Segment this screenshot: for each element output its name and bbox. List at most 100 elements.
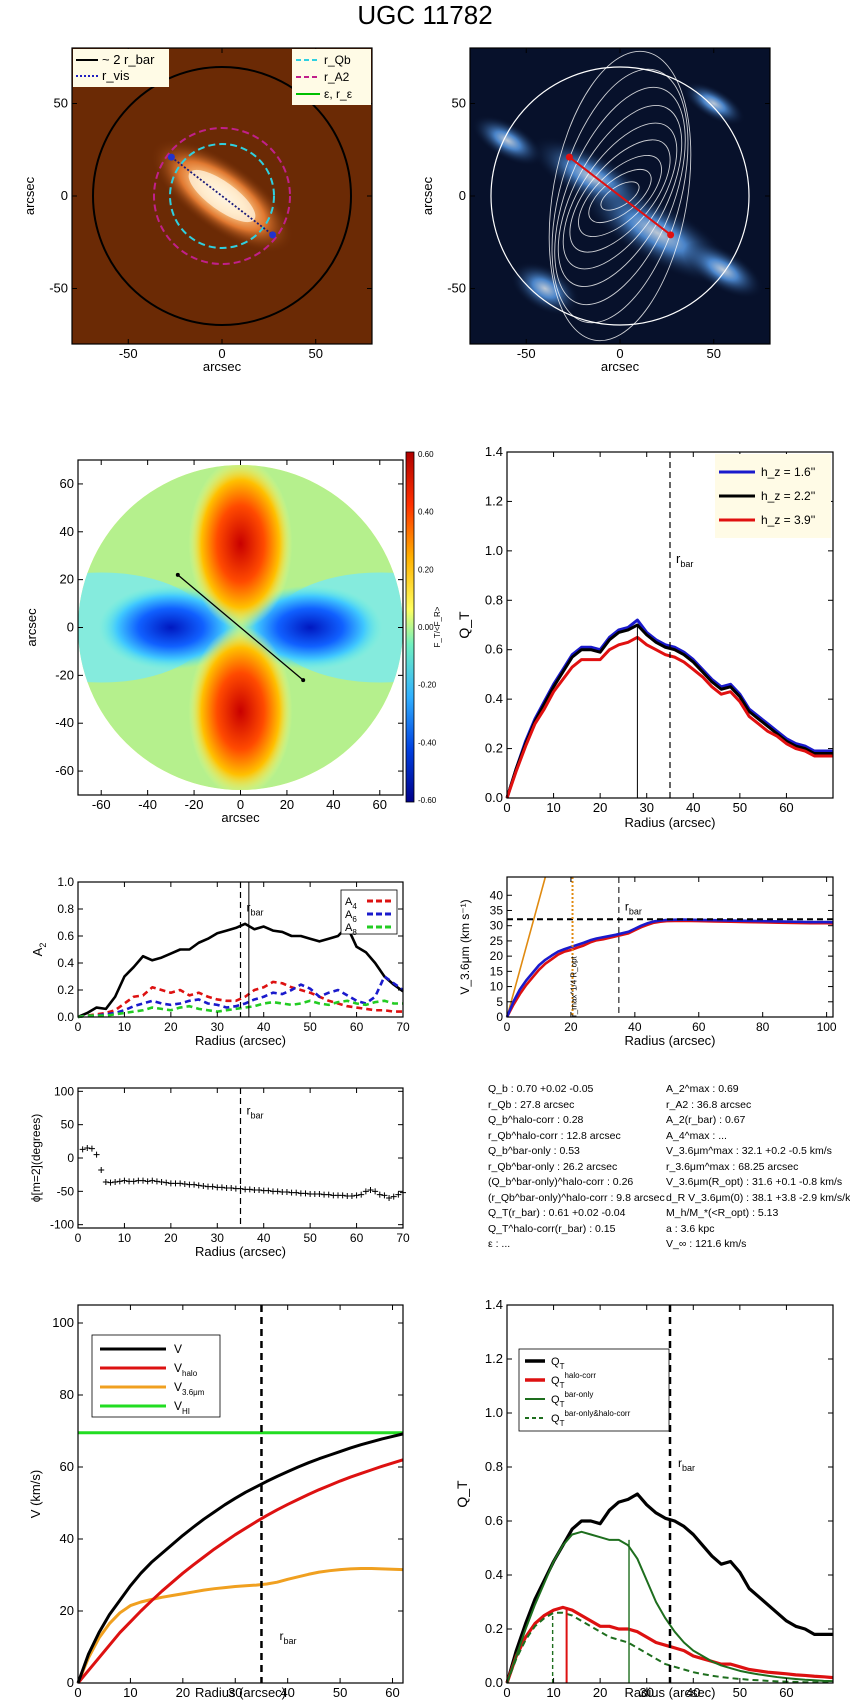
label-main: Q	[551, 1356, 560, 1368]
x-tick-label: 40	[280, 1685, 294, 1700]
y-tick-label: 80	[60, 1387, 74, 1402]
y-tick-label: 1.0	[57, 875, 74, 889]
x-axis-label: arcsec	[203, 359, 242, 374]
contour-line	[554, 86, 686, 306]
legend-label: h_z = 1.6''	[761, 465, 815, 479]
bar-end-dot	[301, 678, 306, 683]
param-row: a : 3.6 kpc	[666, 1222, 715, 1235]
phase-point	[339, 1192, 346, 1199]
phase-point	[302, 1190, 309, 1197]
phase-point	[181, 1181, 188, 1187]
label-sub: 6	[352, 915, 357, 924]
legend-label: r_Qb	[324, 53, 351, 67]
y-tick-label: 60	[60, 1459, 74, 1474]
legend-label: QTbar-only	[551, 1390, 593, 1409]
params-right: A_2^max : 0.69 r_A2 : 36.8 arcsec A_2(r_ba…	[666, 1082, 850, 1253]
phase-point	[265, 1187, 272, 1194]
label-sub: T	[560, 1400, 565, 1409]
y-tick-label: 50	[452, 96, 466, 111]
x-tick-label: 10	[123, 1685, 137, 1700]
label-sub: halo	[182, 1369, 198, 1378]
y-tick-label: 40	[60, 524, 74, 539]
x-tick-label: 40	[257, 1231, 271, 1245]
y-tick-label: -100	[50, 1218, 74, 1232]
param-row: A_2^max : 0.69	[666, 1083, 739, 1095]
y-tick-label: 40	[60, 1531, 74, 1546]
x-tick-label: 50	[309, 346, 323, 361]
label-sub: 3.6μm	[182, 1388, 205, 1397]
y-tick-label: 100	[52, 1315, 74, 1330]
bar-end-dot	[269, 231, 277, 239]
red-lobe	[188, 626, 293, 790]
phase-point	[325, 1191, 332, 1198]
phase-point	[358, 1191, 365, 1198]
bar-end-dot	[167, 153, 175, 161]
x-axis-label: Radius (arcsec)	[624, 1033, 715, 1048]
galaxy-image	[682, 241, 764, 299]
rbar-label: rbar	[678, 1456, 695, 1473]
y-tick-label: 35	[490, 903, 504, 917]
label-sub: 2	[38, 943, 48, 948]
label-sub: 4	[352, 902, 357, 911]
x-tick-label: 0	[75, 1231, 82, 1245]
legend-label: Vhalo	[174, 1361, 198, 1378]
label-main: Q	[551, 1413, 560, 1425]
slope-line	[506, 876, 547, 1018]
legend-label: V	[174, 1342, 182, 1356]
phase-point	[353, 1192, 360, 1199]
y-tick-label: 0	[496, 1010, 503, 1024]
phase-point	[158, 1179, 165, 1185]
qt-series-line	[505, 623, 833, 799]
x-tick-label: 60	[350, 1020, 364, 1034]
y-tick-label: 0	[61, 188, 68, 203]
x-tick-label: -60	[92, 797, 111, 812]
colorbar-tick-label: 0.00	[418, 623, 434, 632]
y-axis-label: V (km/s)	[28, 1470, 43, 1518]
x-axis-label: Radius (arcsec)	[195, 1033, 286, 1048]
phase-point	[348, 1193, 355, 1199]
label-main: r	[279, 1629, 283, 1643]
panel8-frame	[77, 1304, 404, 1684]
y-tick-label: 10	[490, 980, 504, 994]
label-main: A	[345, 909, 353, 921]
y-tick-label: 0.2	[485, 1621, 503, 1636]
x-tick-label: 50	[733, 800, 747, 815]
param-row: V_3.6μm^max : 32.1 +0.2 -0.5 km/s	[666, 1145, 832, 1157]
x-tick-label: 30	[211, 1231, 225, 1245]
y-tick-label: -20	[55, 667, 74, 682]
phase-point	[381, 1192, 388, 1199]
y-tick-label: 0	[67, 620, 74, 635]
x-tick-label: 0	[503, 800, 510, 815]
colorbar-tick-label: -0.40	[418, 738, 437, 747]
y-tick-label: -60	[55, 763, 74, 778]
bar-axis	[177, 574, 304, 681]
y-tick-label: 0	[67, 1151, 74, 1165]
param-row: r_Qb : 27.8 arcsec	[488, 1098, 575, 1111]
rbar-label: rbar	[625, 899, 642, 916]
x-tick-label: 70	[396, 1231, 410, 1245]
phase-point	[177, 1180, 184, 1187]
params-left: Q_b : 0.70 +0.02 -0.05 r_Qb : 27.8 arcsec…	[488, 1082, 665, 1253]
y-tick-label: 1.2	[485, 493, 503, 508]
x-tick-label: 10	[546, 800, 560, 815]
x-tick-label: 0	[504, 1020, 511, 1034]
label-sup: halo-corr	[564, 1371, 596, 1380]
phase-point	[372, 1188, 379, 1195]
x-axis-label: Radius (arcsec)	[624, 815, 715, 830]
galaxy-image	[682, 81, 745, 126]
panel4-frame	[506, 451, 834, 799]
x-axis-label: Radius (arcsec)	[195, 1244, 286, 1259]
param-row: Q_T(r_bar) : 0.61 +0.02 -0.04	[488, 1207, 626, 1219]
y-tick-label: 5	[496, 995, 503, 1009]
rbar-label: rbar	[247, 1104, 264, 1121]
label-sub: T	[560, 1381, 565, 1390]
x-tick-label: 70	[396, 1020, 410, 1034]
y-tick-label: 0.0	[485, 790, 503, 805]
legend-label: A4	[345, 896, 357, 911]
x-tick-label: 20	[164, 1231, 178, 1245]
vstar-line	[505, 918, 834, 1018]
y-tick-label: 30	[490, 919, 504, 933]
y-tick-label: 1.2	[485, 1351, 503, 1366]
x-tick-label: 50	[733, 1685, 747, 1700]
x-axis-label: Radius (arcsec)	[195, 1685, 286, 1700]
